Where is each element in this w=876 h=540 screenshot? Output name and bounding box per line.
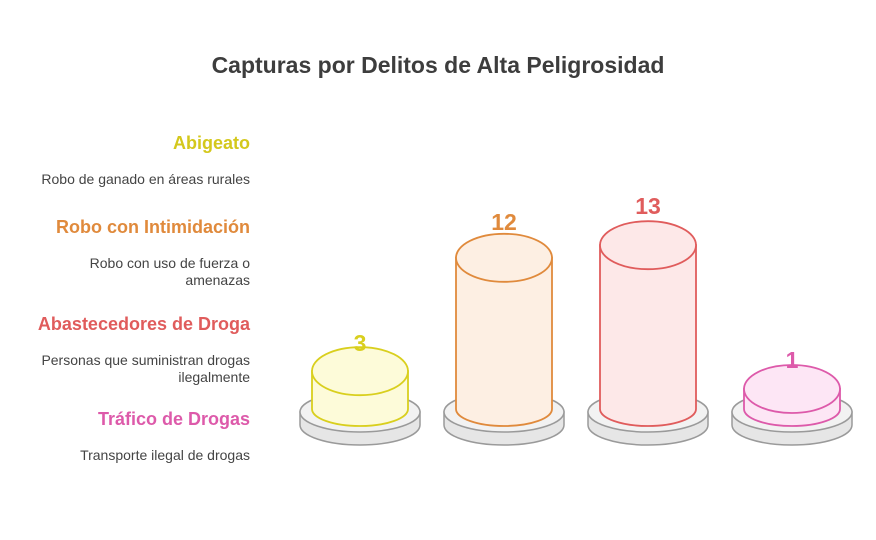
legend-description: Robo con uso de fuerza o amenazas: [89, 255, 250, 288]
legend-label: Abastecedores de Droga: [37, 314, 250, 334]
chart-title: Capturas por Delitos de Alta Peligrosida…: [211, 52, 665, 78]
legend-label: Robo con Intimidación: [56, 217, 250, 237]
bar-2: [443, 232, 565, 446]
bar-top: [311, 346, 409, 397]
legend-item-trafico: Tráfico de Drogas Transporte ilegal de d…: [80, 409, 250, 464]
data-label-3: 13: [635, 193, 661, 219]
bar-top: [455, 232, 553, 283]
data-label-1: 3: [354, 330, 367, 356]
legend-item-abastecedores: Abastecedores de Droga Personas que sumi…: [10, 314, 250, 386]
bar-body: [599, 244, 697, 427]
legend-label: Abigeato: [172, 133, 250, 153]
bar-body: [455, 256, 553, 427]
legend-label: Tráfico de Drogas: [97, 409, 250, 429]
legend-description: Transporte ilegal de drogas: [80, 447, 250, 463]
legend-description: Robo de ganado en áreas rurales: [41, 171, 250, 187]
legend-item-robo-intimidacion: Robo con Intimidación Robo con uso de fu…: [50, 217, 250, 289]
bar-1: [299, 346, 421, 446]
data-label-2: 12: [491, 209, 517, 235]
legend-item-abigeato: Abigeato Robo de ganado en áreas rurales: [41, 133, 250, 188]
legend-description: Personas que suministran drogas ilegalme…: [41, 352, 250, 385]
bar-3: [587, 220, 709, 446]
bar-4: [731, 364, 853, 446]
bar-top: [743, 364, 841, 414]
data-label-4: 1: [786, 347, 799, 373]
bar-top: [599, 220, 697, 271]
